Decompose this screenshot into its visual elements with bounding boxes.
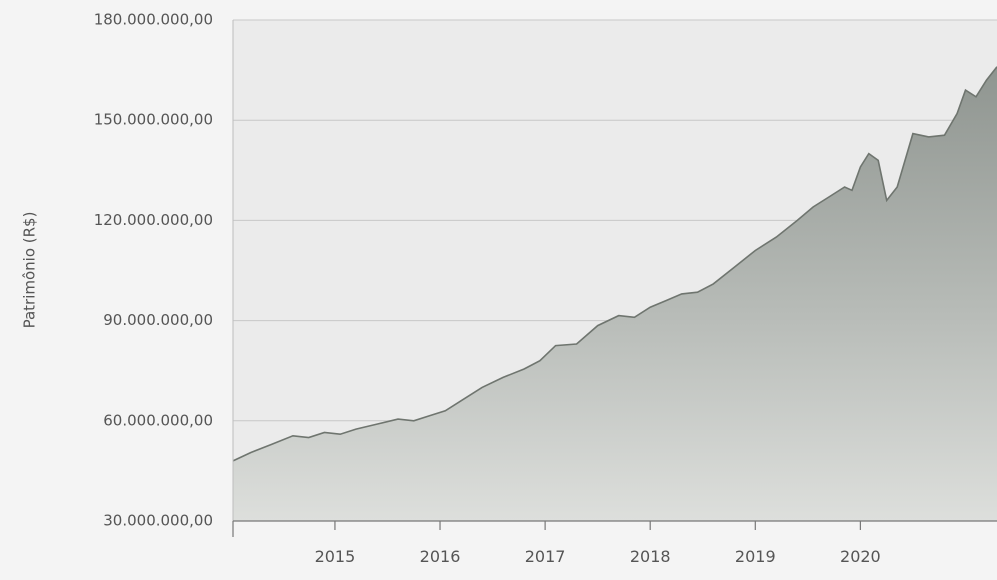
y-tick-label: 120.000.000,00	[94, 211, 213, 229]
y-tick-label: 90.000.000,00	[103, 311, 213, 329]
area-fill	[233, 66, 997, 522]
x-tick-label: 2018	[630, 547, 671, 566]
x-tick-label: 2019	[735, 547, 776, 566]
x-tick-label: 2016	[420, 547, 461, 566]
series-line	[232, 66, 997, 462]
series-area	[232, 66, 997, 522]
y-axis-title: Patrimônio (R$)	[21, 212, 39, 329]
x-tick-label: 2015	[315, 547, 356, 566]
x-tick-label: 2017	[525, 547, 566, 566]
axes	[232, 20, 997, 537]
y-tick-labels: 30.000.000,00 60.000.000,00 90.000.000,00 1…	[94, 11, 213, 530]
y-tick-label: 60.000.000,00	[103, 411, 213, 429]
x-tick-labels: 2015 2016 2017 2018 2019 2020	[315, 547, 881, 566]
x-tick-label: 2020	[840, 547, 881, 566]
y-tick-label: 150.000.000,00	[94, 111, 213, 129]
y-tick-label: 30.000.000,00	[103, 512, 213, 530]
y-tick-label: 180.000.000,00	[94, 11, 213, 29]
